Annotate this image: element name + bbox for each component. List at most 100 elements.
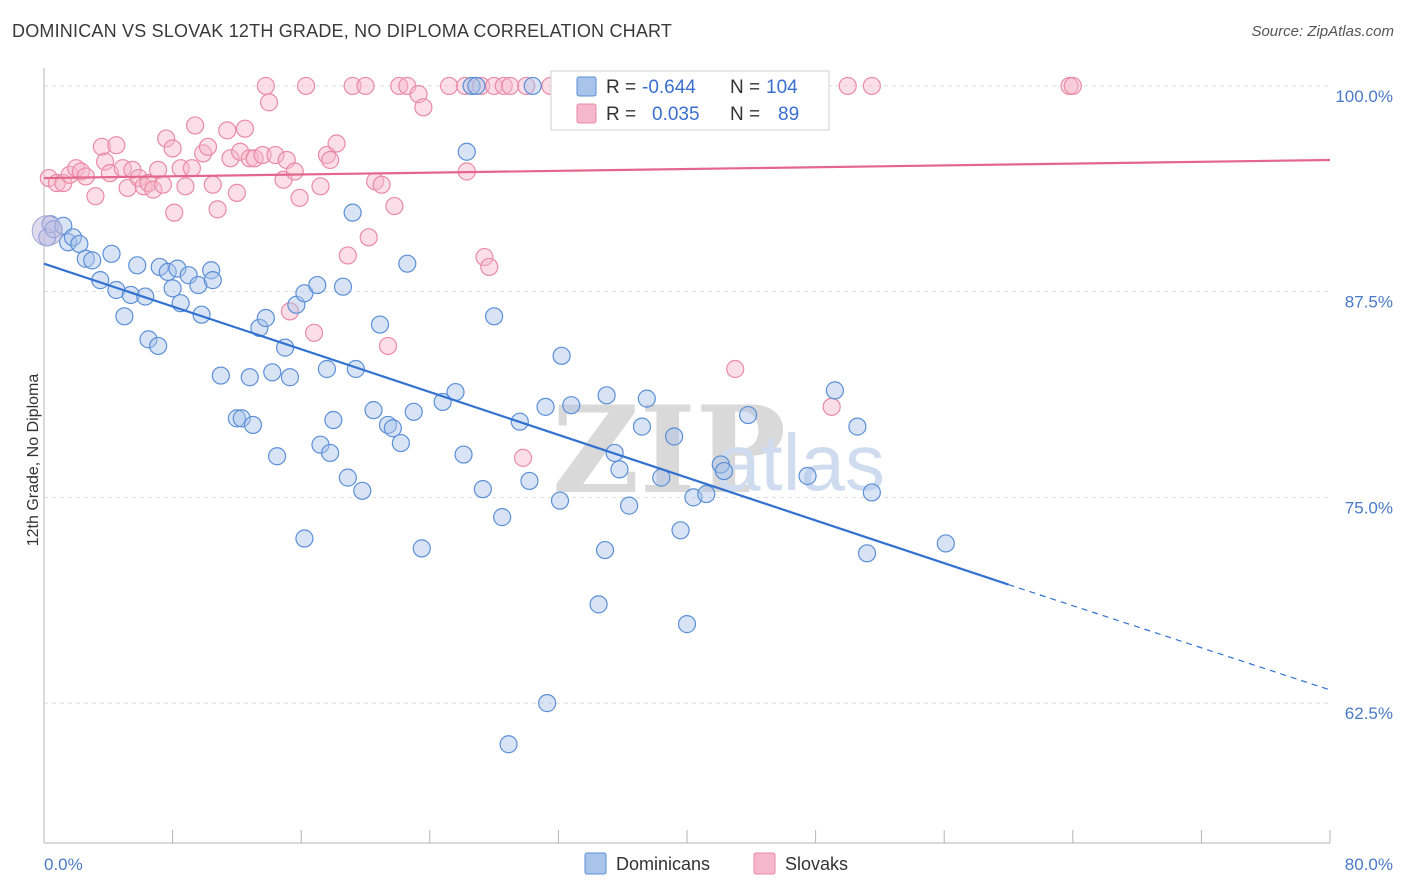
dominicans-point (550, 491, 570, 510)
slovaks-point (414, 98, 433, 117)
dominicans-point (936, 534, 955, 553)
dominicans-point (738, 405, 758, 425)
dominicans-point (493, 508, 512, 527)
slovaks-point (157, 129, 176, 148)
dominicans-point (665, 427, 684, 446)
dominicans-point (671, 521, 690, 540)
legend-r-label-slovaks: R = (606, 104, 636, 125)
dominicans-point (862, 483, 881, 502)
legend-swatch-slovaks (576, 103, 597, 124)
series-dominicans (31, 76, 955, 754)
slovaks-point (822, 397, 841, 416)
chart-title: DOMINICAN VS SLOVAK 12TH GRADE, NO DIPLO… (12, 21, 673, 41)
dominicans-point (76, 249, 95, 268)
slovaks-point (227, 183, 246, 202)
axes (43, 68, 1331, 844)
slovaks-point (480, 257, 499, 277)
slovaks-point (60, 165, 79, 184)
dominicans-point (346, 359, 365, 379)
slovaks-point (862, 76, 881, 96)
slovaks-point (494, 76, 513, 96)
dominicans-point (404, 402, 423, 421)
dominicans-point (317, 359, 337, 379)
slovaks-point (472, 76, 491, 96)
dominicans-point (189, 275, 208, 295)
slovaks-point (513, 448, 533, 467)
legend-n-label-dominicans: N = (730, 77, 760, 98)
slovaks-point (517, 76, 536, 96)
dominicans-point (398, 254, 417, 273)
dominicans-point (243, 415, 263, 435)
dominicans-point (256, 308, 275, 328)
dominicans-trend-line (43, 262, 1009, 586)
dominicans-point (102, 244, 121, 263)
slovaks-point (107, 136, 126, 155)
dominicans-point (848, 417, 867, 436)
slovaks-point (378, 336, 398, 356)
slovaks-point (198, 137, 218, 156)
dominicans-point (391, 433, 410, 453)
y-tick-labels: 62.5% 75.0% 87.5% 100.0% (1335, 87, 1393, 723)
slovaks-point (182, 159, 201, 178)
y-axis-label: 12th Grade, No Diploma (25, 374, 42, 547)
dominicans-point (370, 315, 390, 334)
dominicans-point (192, 305, 211, 324)
slovaks-point (311, 177, 330, 196)
dominicans-point (149, 336, 168, 356)
legend-r-value-slovaks: 0.035 (652, 104, 700, 125)
dominicans-point (232, 409, 251, 428)
bottom-legend-label-slovaks: Slovaks (785, 854, 848, 874)
watermark-atlas: atlas (716, 418, 885, 507)
dominicans-point (203, 271, 222, 290)
slovaks-point (372, 175, 391, 194)
dominicans-point (620, 496, 639, 515)
dominicans-point-large (31, 215, 63, 247)
dominicans-point (589, 595, 608, 614)
dominicans-point (338, 468, 357, 487)
bottom-legend-swatch-dominicans (584, 852, 607, 875)
dominicans-point (520, 471, 539, 491)
slovaks-point (338, 246, 357, 265)
dominicans-point (632, 417, 652, 436)
dominicans-point (462, 76, 481, 96)
y-tick-label: 75.0% (1345, 498, 1393, 517)
slovaks-point (501, 76, 520, 96)
slovaks-point (134, 177, 153, 196)
dominicans-point (697, 484, 716, 504)
slovaks-point (327, 134, 346, 153)
slovaks-point (153, 175, 173, 194)
dominicans-point (536, 397, 555, 416)
dominicans-point (523, 76, 542, 96)
dominicans-point (115, 307, 134, 326)
dominicans-point (538, 694, 557, 713)
dominicans-point (552, 346, 571, 365)
y-tick-label: 62.5% (1345, 704, 1393, 723)
slovaks-point (144, 180, 163, 199)
slovaks-point (359, 228, 378, 247)
dominicans-point (595, 540, 615, 560)
legend-n-value-slovaks: 89 (778, 104, 799, 125)
slovaks-point (343, 76, 362, 96)
dominicans-point (825, 381, 844, 400)
slovaks-point (176, 177, 195, 196)
dominicans-point (677, 615, 697, 634)
dominicans-point (158, 262, 177, 281)
dominicans-point (295, 529, 314, 548)
dominicans-point (139, 330, 158, 349)
slovaks-trend-line (43, 158, 1331, 180)
x-tick-label: 80.0% (1345, 855, 1393, 874)
dominicans-point (308, 275, 327, 295)
slovaks-point (838, 76, 857, 96)
slovaks-point (726, 359, 745, 379)
slovaks-point (86, 187, 105, 206)
slovaks-point (163, 139, 182, 158)
dominicans-point (714, 461, 734, 481)
slovaks-point (285, 162, 304, 181)
dominicans-point (467, 76, 486, 96)
dominicans-point (343, 203, 362, 222)
dominicans-point (83, 251, 102, 270)
dominicans-point (562, 396, 581, 415)
legend-n-value-dominicans: 104 (766, 77, 798, 98)
dominicans-point (280, 368, 300, 387)
trend-lines (43, 158, 1331, 691)
